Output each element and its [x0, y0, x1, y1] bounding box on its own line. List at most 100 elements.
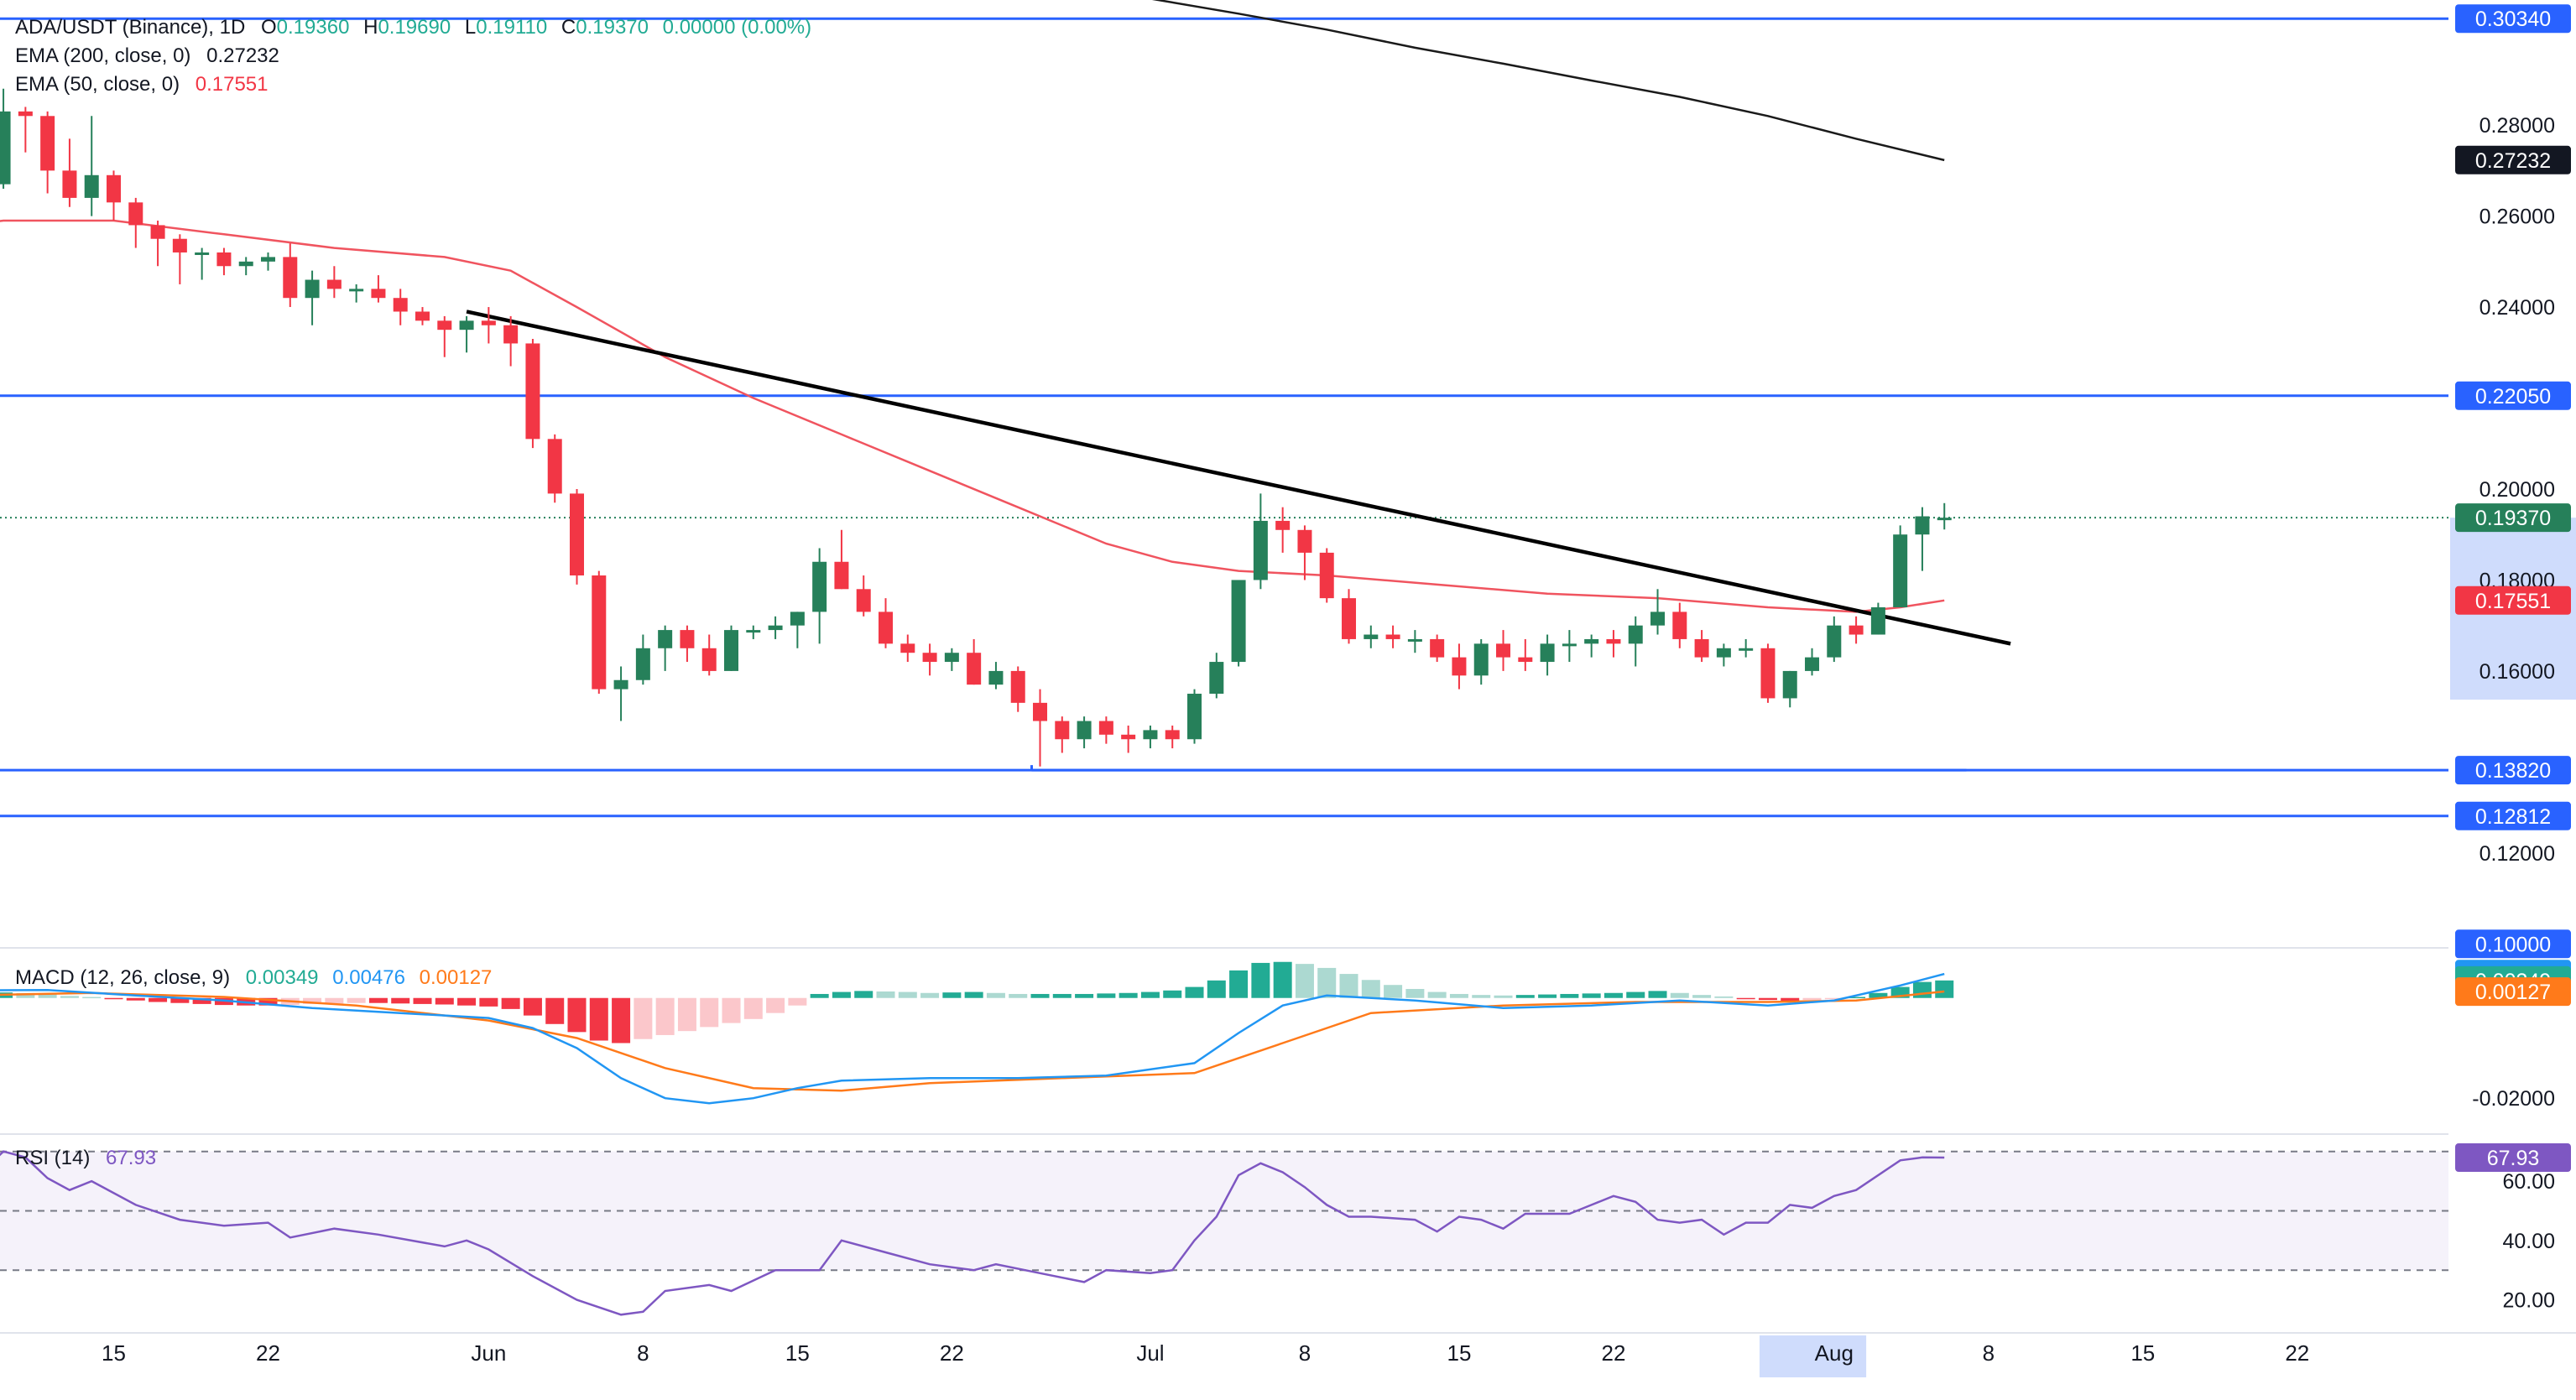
macd-histogram-bar	[942, 992, 962, 998]
candle	[1121, 725, 1136, 753]
candle	[349, 284, 364, 303]
candle-body	[1407, 638, 1422, 642]
candle	[1209, 653, 1224, 699]
macd-histogram-bar	[60, 996, 79, 998]
candle	[261, 252, 276, 271]
macd-histogram-bar	[655, 997, 675, 1035]
price-badge-label: 0.19370	[2475, 507, 2551, 530]
candle-body	[1893, 534, 1908, 607]
candle-body	[1805, 657, 1820, 671]
price-badge-box	[2455, 503, 2571, 533]
candle-body	[613, 679, 628, 690]
price-badge: 0.17551	[2455, 586, 2571, 615]
price-badge: 0.13820	[2455, 756, 2571, 785]
macd-histogram-bar	[810, 993, 829, 998]
candle-body	[1121, 734, 1136, 740]
candle-body	[635, 648, 650, 680]
x-axis-tick-label: 15	[1447, 1340, 1471, 1366]
price-badge-label: 0.27232	[2475, 149, 2551, 173]
price-badge: 0.30340	[2455, 4, 2571, 34]
macd-histogram-bar	[898, 991, 917, 998]
macd-badge-label: 0.00127	[2475, 981, 2551, 1004]
macd-histogram-bar	[567, 997, 587, 1033]
macd-histogram-bar	[766, 997, 785, 1013]
macd-histogram-bar	[1912, 981, 1932, 998]
candle-body	[1540, 643, 1555, 663]
candle	[84, 116, 99, 216]
candle	[415, 307, 430, 325]
candle	[216, 247, 232, 276]
macd-histogram-bar	[1603, 992, 1623, 998]
candle-body	[1716, 648, 1731, 658]
candle	[967, 638, 982, 685]
macd-histogram-bar	[1229, 970, 1249, 998]
price-axis-tick-label: 0.20000	[2480, 478, 2555, 502]
candle	[1584, 634, 1599, 658]
candle	[856, 575, 871, 617]
candle-body	[393, 298, 408, 312]
candle-body	[525, 343, 540, 440]
macd-histogram-bar	[258, 997, 278, 1006]
candle	[305, 270, 320, 325]
macd-histogram-bar	[501, 997, 520, 1009]
candle-body	[768, 625, 783, 631]
price-axis-tick-label: 0.12000	[2480, 842, 2555, 866]
macd-histogram-bar	[1075, 993, 1094, 998]
candle	[944, 648, 959, 671]
candle-body	[592, 575, 607, 690]
candle	[1010, 666, 1025, 712]
macd-histogram-bar	[1758, 997, 1777, 1001]
candle-body	[1782, 670, 1797, 699]
macd-histogram-bar	[1207, 980, 1226, 998]
candle-body	[128, 202, 143, 226]
candle	[658, 625, 673, 671]
price-badge-label: 0.10000	[2475, 933, 2551, 956]
candle	[283, 243, 298, 308]
candle	[1033, 689, 1048, 767]
x-axis-tick-label: 15	[785, 1340, 810, 1366]
candle-body	[701, 648, 717, 671]
price-badge-box	[2455, 145, 2571, 174]
x-axis-range-highlight	[1759, 1335, 1867, 1377]
candle	[525, 339, 540, 449]
macd-histogram-bar	[1339, 974, 1358, 998]
candle	[107, 170, 121, 221]
price-axis-tick-label: 0.28000	[2480, 114, 2555, 138]
candle	[1452, 643, 1467, 690]
candle	[1716, 643, 1731, 667]
macd-histogram-bar	[743, 997, 763, 1019]
candle-body	[812, 561, 827, 612]
macd-signal-value: 0.00127	[420, 966, 493, 989]
candle	[1319, 548, 1334, 603]
macd-histogram-bar	[788, 997, 807, 1006]
macd-histogram-bar	[1802, 997, 1822, 1001]
candle-body	[1209, 662, 1224, 695]
ohlc-low-label: L	[465, 16, 476, 39]
candle	[393, 289, 408, 325]
macd-histogram-bar	[1781, 997, 1800, 1002]
macd-histogram-bar	[1714, 996, 1734, 998]
macd-histogram-bar	[1140, 991, 1160, 998]
candle-body	[1496, 643, 1511, 658]
ohlc-open-value: 0.19360	[277, 16, 350, 39]
candle-body	[570, 493, 585, 576]
ema200-value: 0.27232	[206, 44, 279, 67]
candle-body	[40, 116, 55, 171]
price-badge-box	[2455, 929, 2571, 959]
macd-histogram-bar	[1163, 990, 1182, 998]
candle-body	[1452, 657, 1467, 676]
candle	[1562, 630, 1577, 663]
macd-histogram-bar	[612, 997, 631, 1043]
macd-histogram-bar	[192, 997, 211, 1004]
candle	[195, 247, 210, 280]
price-badge-label: 0.17551	[2475, 590, 2551, 613]
price-badge: 0.27232	[2455, 145, 2571, 174]
x-axis-tick-label: 22	[256, 1340, 280, 1366]
candle-body	[1937, 518, 1952, 521]
candle	[1694, 630, 1709, 663]
candle-body	[746, 630, 761, 633]
candle	[613, 666, 628, 721]
macd-histogram-bar	[1626, 991, 1645, 998]
candle	[326, 266, 342, 299]
